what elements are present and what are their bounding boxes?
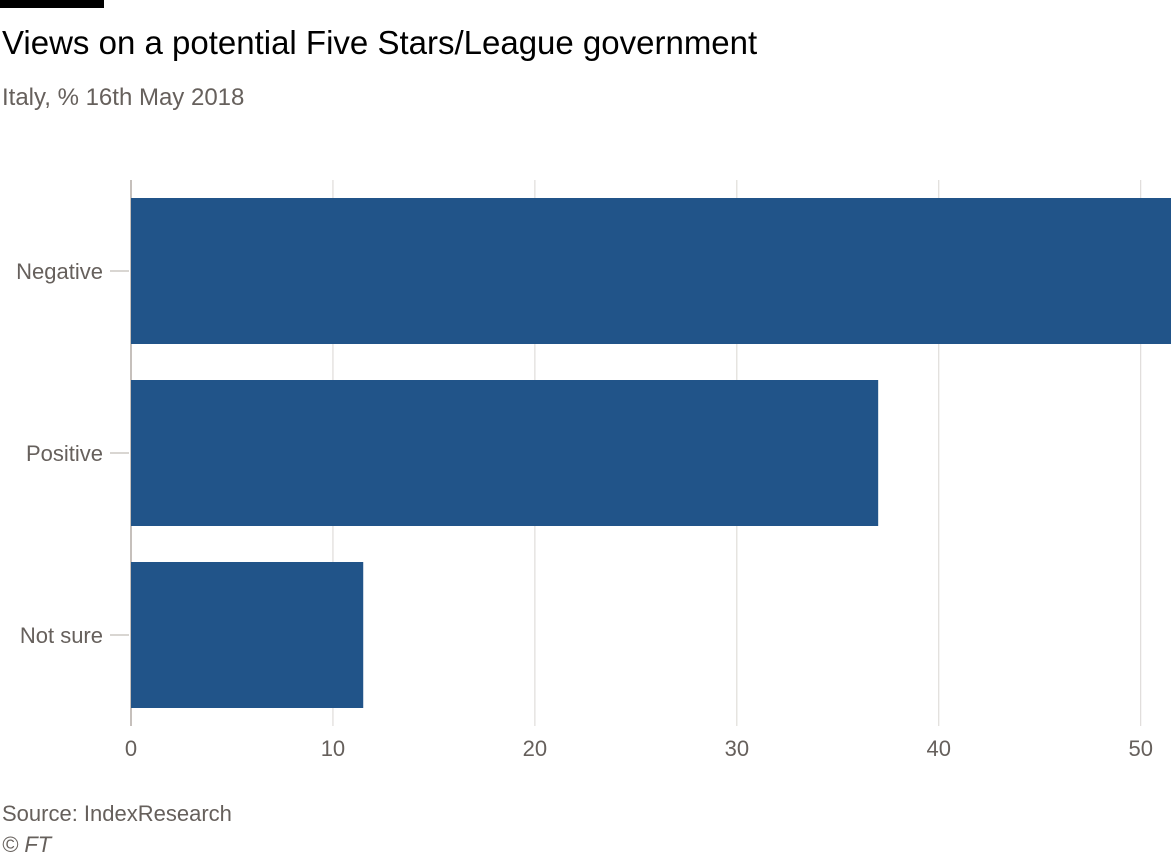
bar-negative [131,198,1171,344]
chart-subtitle: Italy, % 16th May 2018 [2,84,245,111]
source-note: Source: IndexResearch [2,801,232,826]
x-tick-label: 30 [725,736,749,761]
x-tick-label: 40 [927,736,951,761]
bars [131,198,1171,708]
copyright-note: © FT [2,832,52,857]
chart-title: Views on a potential Five Stars/League g… [2,24,758,61]
x-tick-label: 50 [1128,736,1152,761]
top-rule [0,0,104,8]
bar-positive [131,380,879,526]
category-label: Positive [26,441,103,466]
x-tick-label: 0 [125,736,137,761]
x-axis-ticks: 0 10 20 30 40 50 [125,736,1153,761]
x-tick-label: 20 [523,736,547,761]
bar-not-sure [131,562,364,708]
x-tick-label: 10 [321,736,345,761]
bar-chart: Negative Positive Not sure 0 10 20 30 40 50 [16,180,1171,761]
category-labels: Negative Positive Not sure [16,259,129,648]
category-label: Negative [16,259,103,284]
category-label: Not sure [20,623,103,648]
